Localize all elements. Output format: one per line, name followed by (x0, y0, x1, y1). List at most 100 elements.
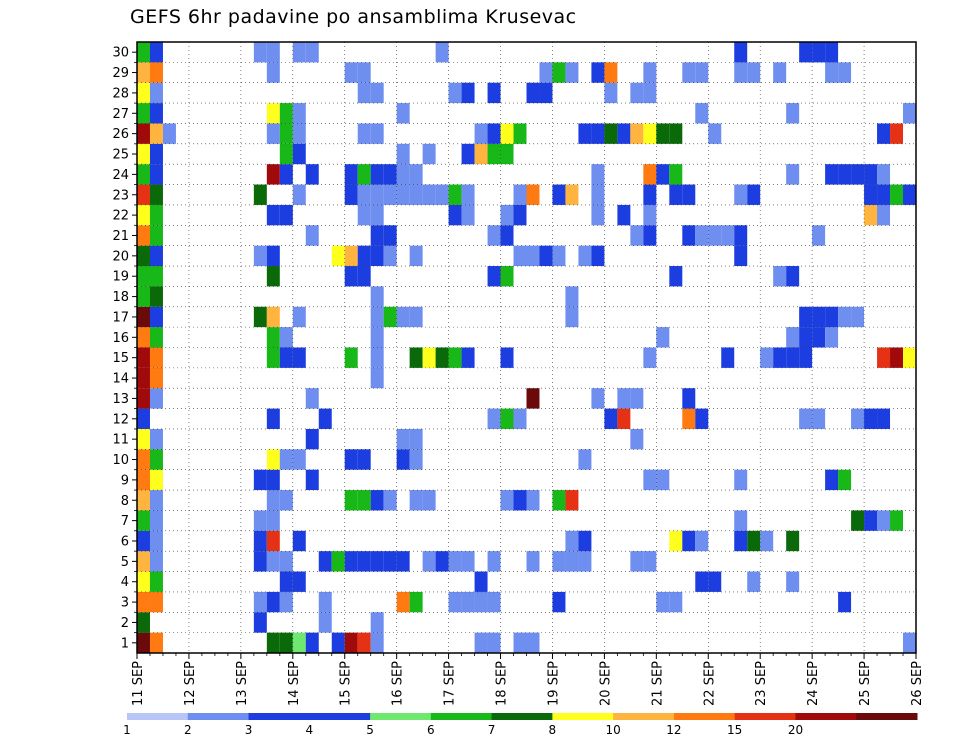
precip-cell-m29-c39 (643, 62, 657, 83)
precip-cell-m26-c44 (708, 123, 722, 144)
x-tick-label: 26 SEP (910, 661, 925, 706)
precip-cell-m21-c45 (721, 225, 735, 246)
precip-cell-m25-c20 (396, 143, 410, 165)
precip-cell-m23-c17 (357, 184, 371, 205)
precip-cell-m5-c17 (357, 551, 371, 572)
precip-cell-m25-c25 (461, 143, 475, 165)
precip-cell-m29-c1 (149, 62, 163, 83)
precip-cell-m17-c10 (266, 306, 280, 328)
y-tick-label: 5 (121, 555, 129, 570)
y-tick-label: 20 (112, 249, 129, 264)
precip-cell-m5-c14 (318, 551, 332, 572)
precip-cell-m15-c49 (773, 347, 787, 368)
precip-cell-m8-c0 (137, 490, 150, 511)
precip-cell-m8-c16 (344, 490, 358, 511)
y-tick-label: 3 (121, 596, 129, 611)
precip-cell-m30-c9 (253, 42, 267, 63)
precip-cell-m1-c11 (279, 632, 293, 653)
precip-cell-m4-c26 (474, 571, 488, 592)
precip-cell-m7-c0 (137, 510, 150, 531)
precip-cell-m27-c50 (786, 103, 800, 124)
precip-cell-m28-c17 (357, 82, 371, 104)
precip-cell-m30-c13 (305, 42, 319, 63)
precip-cell-m29-c36 (604, 62, 618, 83)
precip-cell-m21-c28 (500, 225, 514, 246)
precip-cell-m2-c14 (318, 612, 332, 633)
precip-cell-m3-c54 (838, 591, 852, 613)
colorbar-legend: 1 2 3 4 5 6 7 8 10 12 15 20 (123, 713, 918, 737)
precip-cell-m9-c13 (305, 469, 319, 491)
precip-cell-m12-c51 (799, 408, 813, 429)
precip-cell-m22-c35 (591, 204, 605, 226)
colorbar-swatch (248, 713, 310, 720)
precip-cell-m28-c18 (370, 82, 384, 104)
precip-cell-m15-c0 (137, 347, 150, 368)
precip-cell-m17-c51 (799, 306, 813, 328)
precip-cell-m5-c27 (487, 551, 501, 572)
precip-cell-m6-c50 (786, 530, 800, 552)
precip-cell-m8-c19 (383, 490, 397, 511)
precip-cell-m4-c43 (695, 571, 709, 592)
precip-cell-m21-c43 (695, 225, 709, 246)
precip-cell-m25-c22 (422, 143, 436, 165)
precip-cell-m23-c56 (864, 184, 878, 205)
precip-cell-m5-c0 (137, 551, 150, 572)
precip-cell-m10-c0 (137, 449, 150, 470)
y-tick-label: 23 (112, 188, 129, 203)
precip-cell-m5-c18 (370, 551, 384, 572)
precip-cell-m26-c29 (513, 123, 527, 144)
precip-cell-m22-c18 (370, 204, 384, 226)
precip-cell-m28-c31 (539, 82, 553, 104)
precip-cell-m16-c40 (656, 327, 670, 348)
precip-cell-m4-c0 (137, 571, 150, 592)
precip-cell-m30-c23 (435, 42, 449, 63)
x-tick-label: 13 SEP (235, 661, 250, 706)
precip-cell-m23-c12 (292, 184, 306, 205)
precip-cell-m21-c39 (643, 225, 657, 246)
x-tick-label: 11 SEP (131, 661, 146, 706)
precip-cell-m8-c21 (409, 490, 423, 511)
precip-cell-m17-c53 (825, 306, 839, 328)
precip-cell-m24-c13 (305, 164, 319, 185)
precip-cell-m23-c30 (526, 184, 540, 205)
y-tick-label: 19 (112, 270, 129, 285)
precip-cell-m12-c27 (487, 408, 501, 429)
precip-cell-m23-c35 (591, 184, 605, 205)
precip-cell-m26-c17 (357, 123, 371, 144)
precip-cell-m24-c17 (357, 164, 371, 185)
precip-cell-m23-c59 (903, 184, 916, 205)
precip-cell-m10-c1 (149, 449, 163, 470)
precip-cell-m24-c50 (786, 164, 800, 185)
precip-cell-m9-c54 (838, 469, 852, 491)
precip-cell-m20-c31 (539, 245, 553, 267)
precip-cell-m8-c1 (149, 490, 163, 511)
y-tick-label: 1 (121, 636, 129, 651)
precip-cell-m20-c10 (266, 245, 280, 267)
precip-cell-m24-c41 (669, 164, 683, 185)
precip-cell-m1-c17 (357, 632, 371, 653)
precip-cell-m5-c15 (331, 551, 345, 572)
precip-cell-m17-c1 (149, 306, 163, 328)
precip-cell-m15-c59 (903, 347, 916, 368)
colorbar-label: 5 (366, 723, 374, 737)
precip-cell-m28-c38 (630, 82, 644, 104)
precip-cell-m20-c16 (344, 245, 358, 267)
colorbar-swatch (613, 713, 675, 720)
precip-cell-m3-c24 (448, 591, 462, 613)
colorbar-swatch (795, 713, 857, 720)
precip-cell-m9-c39 (643, 469, 657, 491)
precip-cell-m24-c53 (825, 164, 839, 185)
precip-cell-m26-c18 (370, 123, 384, 144)
precip-cell-m27-c0 (137, 103, 150, 124)
precip-cell-m3-c11 (279, 591, 293, 613)
y-tick-label: 6 (121, 534, 129, 549)
precip-cell-m23-c22 (422, 184, 436, 205)
precip-cell-m6-c33 (565, 530, 579, 552)
precip-cell-m22-c29 (513, 204, 527, 226)
precip-cell-m2-c9 (253, 612, 267, 633)
precip-cell-m23-c21 (409, 184, 423, 205)
precip-cell-m26-c1 (149, 123, 163, 144)
precip-cell-m19-c49 (773, 266, 787, 287)
precip-cell-m15-c58 (890, 347, 904, 368)
y-tick-label: 4 (121, 575, 129, 590)
